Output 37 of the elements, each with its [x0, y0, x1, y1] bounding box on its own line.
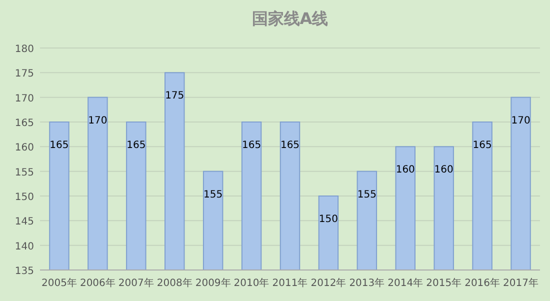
data-label: 160 [396, 164, 415, 176]
x-tick-label: 2011年 [272, 277, 308, 289]
x-tick-label: 2005年 [42, 277, 77, 289]
y-tick-label: 150 [14, 192, 34, 203]
y-tick-label: 160 [14, 142, 34, 154]
data-label: 155 [204, 189, 223, 200]
data-label: 160 [434, 164, 454, 176]
x-tick-label: 2010年 [234, 277, 270, 289]
data-label: 170 [88, 115, 108, 126]
x-tick-label: 2013年 [349, 277, 385, 289]
x-tick-label: 2016年 [464, 277, 500, 289]
x-tick-label: 2006年 [80, 277, 116, 289]
x-tick-label: 2015年 [426, 277, 462, 289]
data-label: 165 [50, 140, 69, 151]
y-tick-label: 145 [14, 216, 34, 228]
x-tick-label: 2007年 [118, 277, 154, 289]
data-label: 165 [472, 140, 492, 151]
y-tick-label: 165 [14, 118, 34, 129]
x-tick-label: 2009年 [195, 277, 231, 289]
y-tick-label: 135 [14, 266, 34, 277]
data-label: 150 [318, 214, 338, 225]
data-label: 165 [126, 140, 146, 151]
x-tick-label: 2017年 [503, 277, 538, 289]
x-tick-label: 2012年 [310, 277, 346, 289]
data-label: 165 [280, 140, 300, 151]
chart-title: 国家线A线 [252, 9, 328, 28]
y-tick-label: 140 [14, 241, 34, 252]
data-label: 170 [511, 115, 530, 126]
y-tick-label: 180 [14, 44, 34, 55]
x-tick-label: 2008年 [156, 277, 192, 289]
data-label: 175 [165, 90, 184, 102]
y-tick-label: 170 [14, 93, 34, 104]
y-tick-label: 155 [14, 167, 34, 178]
data-label: 165 [242, 140, 262, 151]
x-tick-label: 2014年 [388, 277, 424, 289]
y-tick-label: 175 [14, 68, 34, 80]
data-label: 155 [357, 189, 376, 200]
